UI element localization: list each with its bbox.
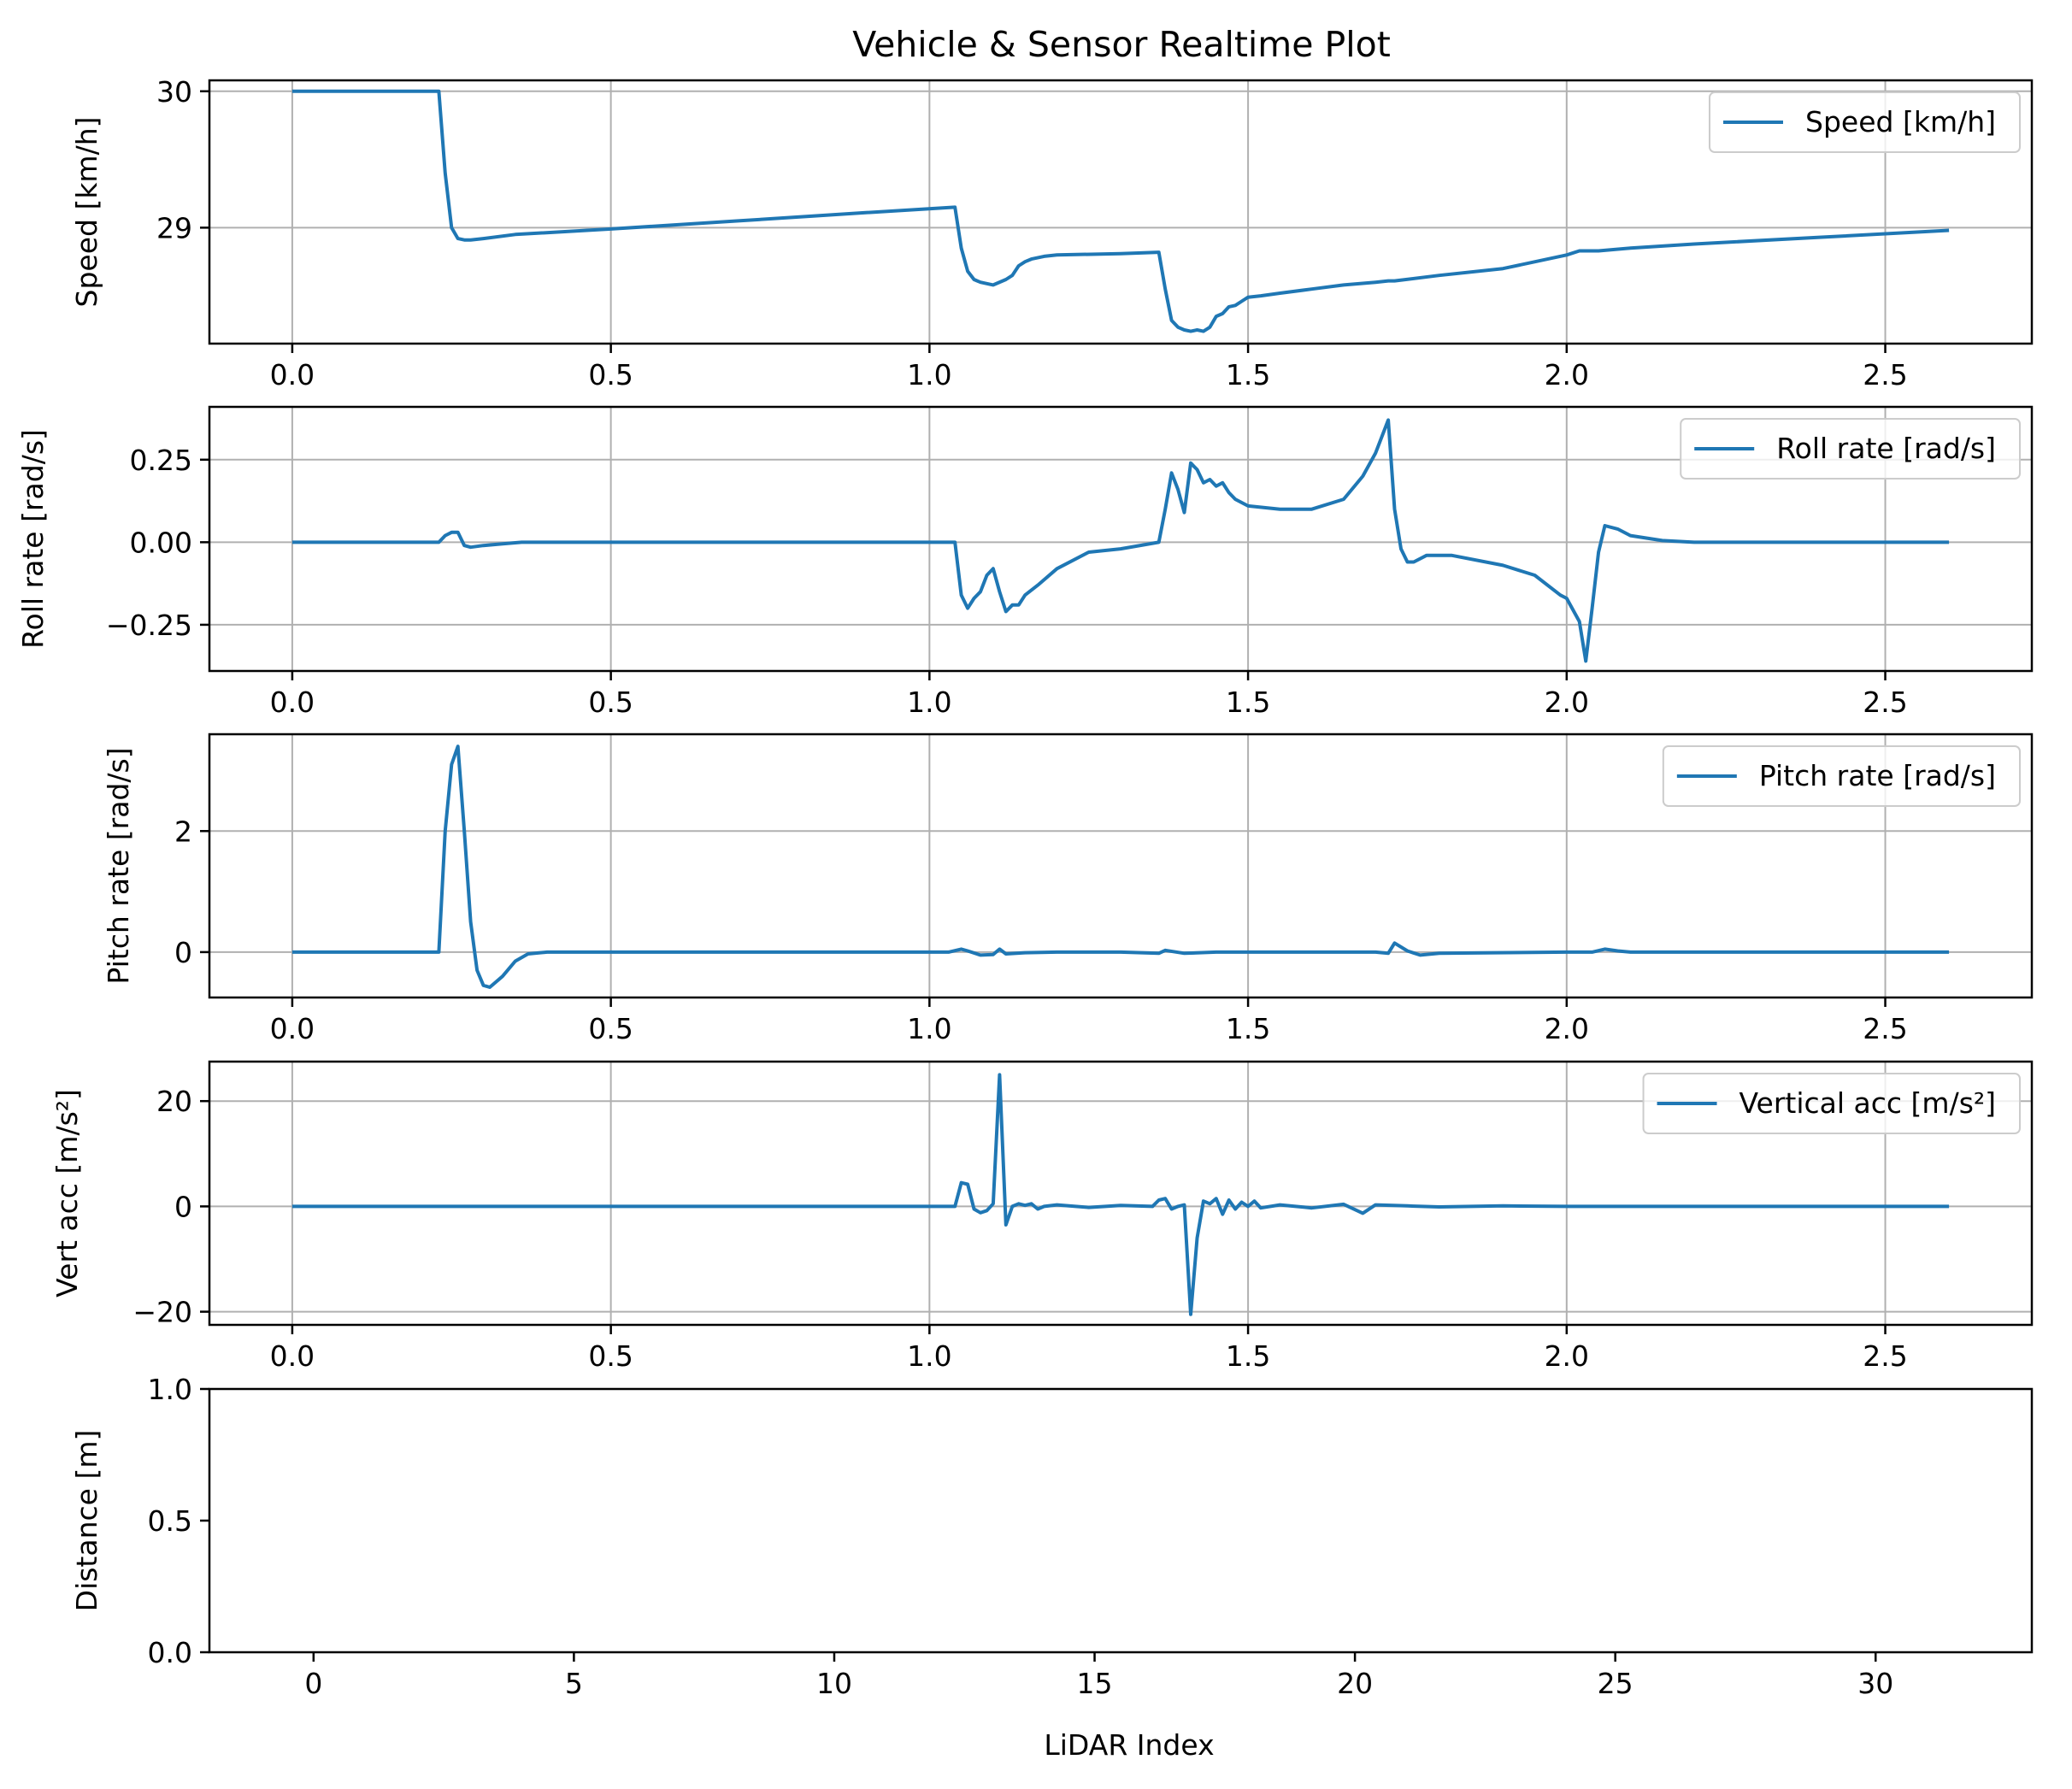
- speed-panel: 0.0 0.5 1.0 1.5 2.0 2.5 29 30 Speed [km/h] Speed…: [70, 75, 2034, 391]
- speed-x-tick-label: 0.0: [270, 358, 315, 391]
- vertical-acc-legend-box: [1642, 1073, 2021, 1134]
- roll-rate-x-tick-label: 2.5: [1863, 686, 1907, 719]
- speed-y-tick-label: 30: [156, 75, 192, 109]
- pitch-rate-y-tick-label: 0: [174, 936, 192, 969]
- distance-xlabel: LiDAR Index: [1044, 1728, 1214, 1762]
- vertical-acc-panel: 0.0 0.5 1.0 1.5 2.0 2.5 −20 0 20 Vertical acc [m/…: [50, 1060, 2034, 1373]
- roll-rate-panel: 0.0 0.5 1.0 1.5 2.0 2.5 −0.25 0.00 0.25 Roll rate…: [16, 405, 2034, 719]
- pitch-rate-x-tick-label: 2.5: [1863, 1012, 1907, 1045]
- roll-rate-axes-frame: [208, 405, 2034, 673]
- pitch-rate-y-tick-label: 2: [174, 815, 192, 848]
- distance-x-tick-label: 20: [1337, 1667, 1373, 1700]
- pitch-rate-legend-box: [1662, 745, 2021, 807]
- distance-axes-frame: [208, 1387, 2034, 1654]
- speed-x-tick-label: 0.5: [588, 358, 633, 391]
- pitch-rate-legend-label: Pitch rate [rad/s]: [1759, 759, 1996, 792]
- vertical-acc-x-tick-label: 2.5: [1863, 1339, 1907, 1373]
- roll-rate-legend-label: Roll rate [rad/s]: [1776, 432, 1996, 465]
- speed-series-line: [291, 89, 1950, 333]
- vertical-acc-x-tick-label: 1.5: [1226, 1339, 1270, 1373]
- vertical-acc-legend-label: Vertical acc [m/s²]: [1739, 1086, 1996, 1120]
- speed-x-tick-label: 2.0: [1545, 358, 1589, 391]
- vertical-acc-x-tick-label: 0.0: [270, 1339, 315, 1373]
- distance-y-tick-label: 1.0: [148, 1373, 192, 1406]
- distance-ylabel: Distance [m]: [70, 1430, 103, 1612]
- speed-y-tick-label: 29: [156, 211, 192, 244]
- distance-x-tick-label: 5: [565, 1667, 583, 1700]
- speed-legend: Speed [km/h]: [1709, 91, 2021, 153]
- roll-rate-y-tick-label: 0.25: [130, 444, 192, 477]
- pitch-rate-legend: Pitch rate [rad/s]: [1662, 745, 2021, 807]
- roll-rate-x-tick-label: 0.0: [270, 686, 315, 719]
- pitch-rate-panel: 0.0 0.5 1.0 1.5 2.0 2.5 0 2 Pitch rate [rad/s] P…: [102, 733, 2034, 1045]
- roll-rate-ylabel: Roll rate [rad/s]: [16, 429, 50, 649]
- distance-x-tick-label: 10: [816, 1667, 852, 1700]
- vertical-acc-x-tick-label: 1.0: [907, 1339, 951, 1373]
- pitch-rate-x-tick-label: 0.5: [588, 1012, 633, 1045]
- roll-rate-x-tick-label: 0.5: [588, 686, 633, 719]
- vertical-acc-plot-area: 0.0 0.5 1.0 1.5 2.0 2.5 −20 0 20 Vertical acc [m/…: [132, 1060, 2034, 1373]
- vertical-acc-y-tick-label: 20: [156, 1085, 192, 1118]
- speed-x-tick-label: 1.5: [1226, 358, 1270, 391]
- vertical-acc-legend: Vertical acc [m/s²]: [1642, 1073, 2021, 1134]
- roll-rate-legend-box: [1680, 418, 2021, 480]
- roll-rate-y-tick-label: −0.25: [106, 609, 192, 642]
- distance-x-tick-label: 15: [1077, 1667, 1113, 1700]
- vertical-acc-y-tick-label: 0: [174, 1190, 192, 1223]
- distance-panel: 0 5 10 15 20 25 30 0.0 0.5 1.0 Distance [m] LiDAR…: [70, 1373, 2034, 1762]
- roll-rate-x-tick-label: 2.0: [1545, 686, 1589, 719]
- roll-rate-legend: Roll rate [rad/s]: [1680, 418, 2021, 480]
- distance-y-tick-label: 0.0: [148, 1636, 192, 1669]
- vertical-acc-axes-frame: [208, 1060, 2034, 1327]
- roll-rate-series-line: [291, 418, 1950, 663]
- pitch-rate-axes-frame: [208, 733, 2034, 999]
- distance-x-tick-label: 30: [1857, 1667, 1893, 1700]
- speed-axes-frame: [208, 79, 2034, 345]
- roll-rate-plot-area: 0.0 0.5 1.0 1.5 2.0 2.5 −0.25 0.00 0.25 Roll rate…: [106, 405, 2034, 719]
- speed-plot-area: 0.0 0.5 1.0 1.5 2.0 2.5 29 30 Speed [km/h]: [156, 75, 2034, 391]
- speed-x-tick-label: 1.0: [907, 358, 951, 391]
- vertical-acc-x-tick-label: 2.0: [1545, 1339, 1589, 1373]
- pitch-rate-plot-area: 0.0 0.5 1.0 1.5 2.0 2.5 0 2 Pitch rate [rad/s]: [174, 733, 2034, 1045]
- distance-plot-area: 0 5 10 15 20 25 30 0.0 0.5 1.0: [148, 1373, 2034, 1700]
- distance-x-tick-label: 0: [304, 1667, 322, 1700]
- pitch-rate-x-tick-label: 1.0: [907, 1012, 951, 1045]
- roll-rate-x-tick-label: 1.5: [1226, 686, 1270, 719]
- speed-ylabel: Speed [km/h]: [70, 117, 103, 308]
- vertical-acc-ylabel: Vert acc [m/s²]: [50, 1089, 84, 1298]
- figure-title: Vehicle & Sensor Realtime Plot: [852, 24, 1391, 65]
- pitch-rate-ylabel: Pitch rate [rad/s]: [102, 747, 135, 984]
- vertical-acc-x-tick-label: 0.5: [588, 1339, 633, 1373]
- speed-x-tick-label: 2.5: [1863, 358, 1907, 391]
- pitch-rate-x-tick-label: 1.5: [1226, 1012, 1270, 1045]
- pitch-rate-series-line: [291, 744, 1950, 989]
- distance-x-tick-label: 25: [1598, 1667, 1633, 1700]
- roll-rate-x-tick-label: 1.0: [907, 686, 951, 719]
- pitch-rate-x-tick-label: 2.0: [1545, 1012, 1589, 1045]
- distance-y-tick-label: 0.5: [148, 1504, 192, 1538]
- roll-rate-y-tick-label: 0.00: [130, 526, 192, 559]
- pitch-rate-x-tick-label: 0.0: [270, 1012, 315, 1045]
- vertical-acc-series-line: [291, 1073, 1950, 1316]
- vertical-acc-y-tick-label: −20: [132, 1296, 192, 1329]
- speed-legend-label: Speed [km/h]: [1805, 105, 1996, 138]
- speed-legend-box: [1709, 91, 2021, 153]
